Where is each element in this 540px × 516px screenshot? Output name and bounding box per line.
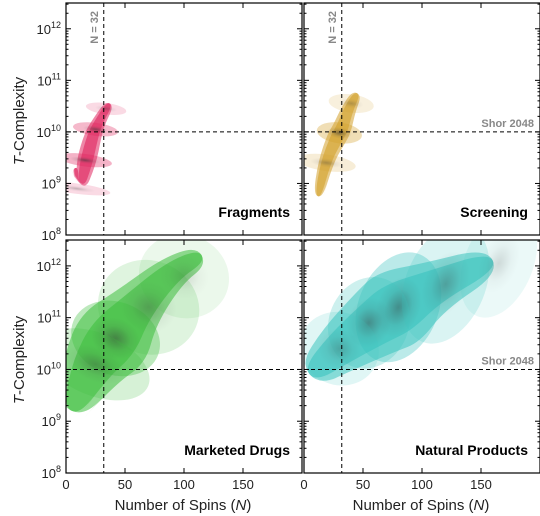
panel-fragments: N = 32 108 109 1010 1011 1012 Fragments — [37, 2, 303, 243]
fragments-y-tick-label: 1012 — [37, 20, 61, 37]
screening-density — [304, 92, 374, 198]
screening-spin-ref-label: N = 32 — [327, 11, 339, 44]
marketed-drugs-y-tick-label: 1011 — [37, 309, 61, 326]
fragments-y-tick-label: 108 — [42, 226, 61, 243]
natural-products-blob-core-2 — [421, 251, 470, 317]
panel-marketed-drugs: 108 109 1010 1011 1012 0 50 100 150 Marketed Drug… — [37, 239, 303, 492]
marketed-drugs-y-tick-label: 108 — [42, 464, 61, 481]
fragments-spin-ref-label: N = 32 — [89, 11, 101, 44]
marketed-drugs-blob-core-2 — [120, 281, 177, 334]
fragments-title: Fragments — [218, 204, 290, 220]
screening-title: Screening — [460, 204, 528, 220]
fragments-y-tick-label: 1010 — [37, 123, 61, 140]
marketed-drugs-y-tick-label: 109 — [42, 412, 61, 429]
marketed-drugs-y-tick-label: 1012 — [37, 257, 61, 274]
screening-shor-label: Shor 2048 — [481, 118, 534, 130]
natural-products-x-tick-label: 100 — [411, 477, 433, 492]
natural-products-blob-core-4 — [477, 240, 520, 294]
natural-products-blob-core-3 — [317, 328, 362, 369]
fragments-blob-core-2 — [94, 105, 118, 113]
marketed-drugs-x-tick-label: 0 — [62, 477, 69, 492]
natural-products-x-tick-label: 50 — [356, 477, 370, 492]
panel-screening: N = 32 Shor 2048 Screening — [303, 2, 540, 236]
panel-natural-products: Shor 2048 0 50 100 150 Natural Products — [300, 239, 540, 492]
marketed-drugs-x-tick-label: 50 — [118, 477, 132, 492]
natural-products-x-tick-label: 0 — [300, 477, 307, 492]
marketed-drugs-x-tick-label: 100 — [173, 477, 195, 492]
y-axis-label-top: T-Complexity — [11, 76, 28, 165]
marketed-drugs-y-tick-label: 1010 — [37, 360, 61, 377]
fragments-blob-core-3 — [66, 184, 96, 193]
natural-products-shor-label: Shor 2048 — [481, 355, 534, 367]
fragments-blob-core-0 — [70, 156, 100, 165]
marketed-drugs-blob-core-1 — [66, 344, 126, 385]
fragments-density-inner — [72, 103, 111, 184]
x-axis-label-right: Number of Spins (N) — [353, 497, 490, 514]
natural-products-title: Natural Products — [415, 442, 528, 458]
fragments-density — [66, 102, 127, 196]
marketed-drugs-x-tick-label: 150 — [232, 477, 254, 492]
marketed-drugs-blob-core-3 — [159, 253, 209, 300]
y-axis-label-bottom: T-Complexity — [11, 315, 28, 404]
fragments-y-tick-label: 1011 — [37, 71, 61, 88]
natural-products-density — [304, 240, 538, 386]
screening-density-inner — [316, 92, 359, 197]
natural-products-blob-core-1 — [346, 297, 392, 348]
marketed-drugs-density — [66, 240, 230, 417]
x-axis-label-left: Number of Spins (N) — [115, 497, 252, 514]
screening-blob-core-0 — [326, 127, 352, 139]
marketed-drugs-title: Marketed Drugs — [184, 442, 290, 458]
natural-products-x-tick-label: 150 — [470, 477, 492, 492]
fragments-blob-core-1 — [83, 125, 108, 134]
fragments-y-tick-label: 109 — [42, 174, 61, 191]
screening-blob-core-1 — [310, 157, 343, 168]
screening-blob-core-2 — [338, 98, 364, 109]
